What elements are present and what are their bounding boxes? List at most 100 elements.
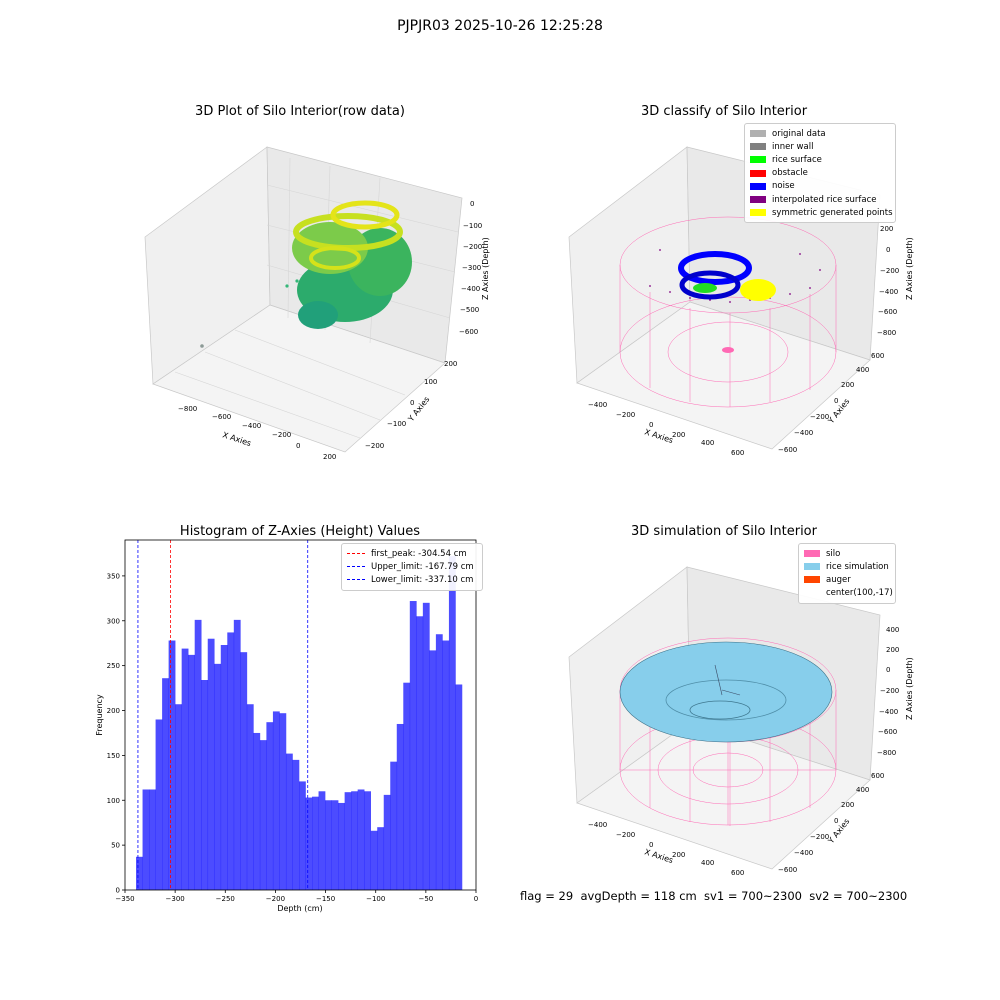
histogram-bar	[325, 800, 332, 890]
histogram-ytick-label: 100	[107, 797, 120, 805]
histogram-bar	[214, 663, 222, 890]
histogram-bar	[351, 791, 358, 890]
classify-ztick: −200	[880, 267, 899, 275]
classify-xtick: 0	[649, 421, 653, 429]
histogram-bar	[396, 723, 404, 890]
raw-ytick: −200	[365, 442, 384, 450]
histogram-bar	[455, 684, 463, 890]
simulation-ylabel: Y Axies	[826, 817, 852, 846]
classify-ytick: 200	[841, 381, 854, 389]
simulation-legend: silo rice simulation auger center(100,-17)	[798, 543, 896, 604]
legend-label: interpolated rice surface	[772, 194, 877, 205]
legend-label: rice simulation	[826, 561, 889, 572]
classify-zlabel: Z Axies (Depth)	[905, 237, 914, 300]
legend-label: Lower_limit: -337.10 cm	[371, 574, 474, 585]
simulation-rice-surface	[619, 641, 833, 743]
simulation-ytick: −400	[794, 849, 813, 857]
histogram-bar	[272, 711, 280, 890]
histogram-bar	[266, 722, 274, 890]
legend-swatch	[750, 182, 766, 190]
histogram-bar	[422, 602, 430, 890]
simulation-xtick: −400	[588, 821, 607, 829]
raw-point-cloud	[200, 200, 412, 348]
simulation-xtick: 200	[672, 851, 685, 859]
histogram-ytick-label: 50	[111, 842, 120, 850]
histogram-xtick-label: 0	[474, 895, 478, 903]
histogram-bar	[279, 713, 287, 890]
histogram-bar	[318, 791, 326, 890]
legend-swatch	[750, 130, 766, 138]
simulation-ytick: 600	[871, 772, 884, 780]
legend-entry: obstacle	[750, 167, 890, 180]
simulation-ytick: 400	[856, 786, 869, 794]
histogram-ytick-label: 200	[107, 707, 120, 715]
legend-swatch	[750, 156, 766, 164]
legend-entry: rice simulation	[804, 560, 890, 573]
classify-xlabel: X Axies	[643, 427, 674, 445]
histogram-bar	[448, 556, 456, 890]
classify-ztick: 0	[886, 246, 890, 254]
raw-ztick: −600	[459, 328, 478, 336]
legend-label: noise	[772, 181, 795, 192]
histogram-xtick-label: −350	[115, 895, 134, 903]
histogram-ytick-label: 0	[116, 887, 120, 895]
histogram-bar	[175, 704, 182, 890]
histogram-ytick-label: 300	[107, 617, 120, 625]
legend-entry: inner wall	[750, 140, 890, 153]
legend-swatch	[804, 550, 820, 558]
simulation-ytick: −200	[810, 833, 829, 841]
histogram-ytick-label: 150	[107, 752, 120, 760]
simulation-plot-title: 3D simulation of Silo Interior	[631, 524, 817, 539]
histogram-bar	[168, 640, 176, 890]
simulation-ytick: −600	[778, 866, 797, 874]
simulation-ztick: −400	[879, 708, 898, 716]
histogram-bar	[357, 789, 365, 890]
histogram-bar	[305, 797, 313, 890]
legend-label: obstacle	[772, 168, 808, 179]
histogram-ytick-label: 350	[107, 572, 120, 580]
legend-entry: rice surface	[750, 153, 890, 166]
raw-ztick: −400	[461, 285, 480, 293]
classify-ytick: −600	[778, 446, 797, 454]
simulation-zlabel: Z Axies (Depth)	[905, 657, 914, 720]
raw-ytick: 100	[424, 378, 437, 386]
classify-ytick: 0	[834, 397, 838, 405]
simulation-ztick: −800	[877, 749, 896, 757]
histogram-bar	[201, 680, 209, 890]
histogram-xtick-label: −250	[216, 895, 235, 903]
simulation-ztick: −200	[880, 687, 899, 695]
histogram-bar	[207, 638, 215, 890]
simulation-ztick: 0	[886, 666, 890, 674]
histogram-bar	[442, 640, 450, 890]
histogram-bar	[377, 827, 385, 890]
legend-swatch	[750, 209, 766, 217]
legend-swatch	[347, 579, 365, 581]
simulation-xtick: −200	[616, 831, 635, 839]
classify-3d-plot[interactable]: −400 −200 0 200 400 600 −600 −400 −200 0…	[500, 0, 1000, 500]
raw-xlabel: X Axies	[221, 430, 252, 448]
histogram-ytick-label: 250	[107, 662, 120, 670]
legend-label: rice surface	[772, 154, 822, 165]
legend-label: first_peak: -304.54 cm	[371, 548, 467, 559]
raw-xtick: 0	[296, 442, 300, 450]
legend-label: symmetric generated points	[772, 207, 893, 218]
histogram-bars	[136, 556, 463, 890]
histogram-xtick-label: −50	[418, 895, 433, 903]
histogram-chart[interactable]: −350 −300 −250 −200 −150 −100 −50 0 0 50 100 150 200…	[0, 500, 500, 920]
classify-ztick: −800	[877, 329, 896, 337]
histogram-axes-frame	[124, 539, 477, 891]
simulation-3d-plot[interactable]: −400 −200 0 200 400 600 −600 −400 −200 0…	[500, 500, 1000, 1000]
legend-entry: Upper_limit: -167.79 cm	[347, 560, 477, 573]
histogram-title: Histogram of Z-Axies (Height) Values	[179, 524, 421, 539]
raw-zlabel: Z Axies (Depth)	[481, 237, 490, 300]
histogram-bar	[149, 789, 156, 890]
classify-xtick: 200	[672, 431, 685, 439]
legend-swatch	[750, 143, 766, 151]
classify-ztick: 200	[880, 225, 893, 233]
histogram-bar	[403, 682, 411, 890]
histogram-bar	[194, 619, 202, 890]
legend-label: center(100,-17)	[826, 588, 893, 599]
legend-swatch	[750, 169, 766, 177]
raw-3d-plot[interactable]: −800 −600 −400 −200 0 200 −200 −100 0 10…	[0, 0, 500, 500]
histogram-bar	[298, 781, 306, 890]
